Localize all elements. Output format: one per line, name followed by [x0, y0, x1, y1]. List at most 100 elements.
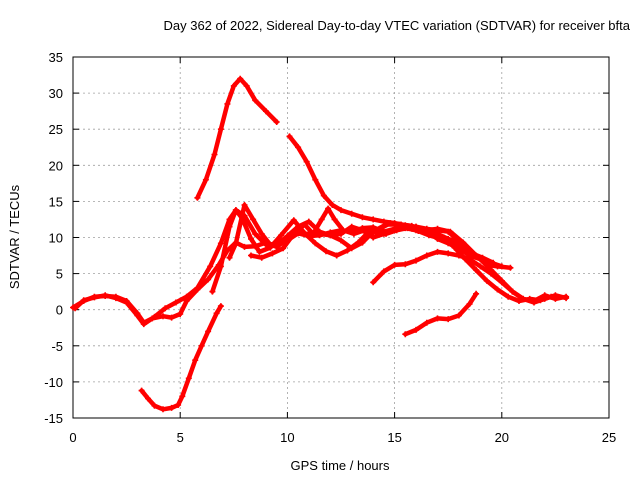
data-point	[541, 295, 548, 302]
data-point	[498, 279, 505, 286]
data-point	[477, 263, 484, 270]
x-tick-label: 20	[495, 430, 509, 445]
data-point	[243, 82, 250, 89]
data-point	[241, 243, 248, 250]
data-point	[455, 312, 462, 319]
data-point	[217, 303, 224, 310]
data-point	[172, 299, 179, 306]
series-track-6	[194, 75, 280, 201]
y-tick-labels: -15 -10 -5 0 5 10 15 20 25 30 35	[44, 50, 63, 426]
data-point	[290, 230, 297, 237]
data-point	[370, 279, 377, 286]
data-point	[338, 237, 344, 244]
x-axis-label: GPS time / hours	[291, 458, 390, 473]
data-point	[434, 227, 441, 234]
data-point	[91, 294, 98, 301]
series-line	[403, 291, 479, 337]
data-point	[134, 312, 141, 319]
data-point	[198, 342, 205, 349]
data-point	[494, 286, 501, 293]
data-point	[160, 406, 166, 413]
series-track-9	[402, 290, 480, 338]
data-point	[269, 250, 276, 257]
data-point	[267, 241, 274, 248]
series-track-10	[138, 303, 224, 413]
data-point	[434, 248, 441, 255]
data-point	[192, 357, 199, 364]
data-point	[80, 297, 87, 304]
data-point	[263, 108, 269, 115]
series-line	[139, 303, 224, 412]
y-tick-label: 10	[49, 231, 63, 246]
data-point	[333, 252, 340, 259]
data-point	[312, 240, 319, 247]
data-point	[145, 395, 151, 402]
data-point	[252, 97, 259, 104]
x-tick-label: 25	[602, 430, 616, 445]
data-point	[237, 75, 244, 82]
data-point	[185, 375, 192, 382]
data-point	[232, 240, 239, 247]
data-point	[151, 313, 158, 320]
data-point	[402, 331, 409, 338]
series-track-5	[248, 205, 497, 266]
data-point	[338, 230, 344, 237]
data-point	[224, 100, 231, 107]
data-point	[425, 232, 432, 239]
data-point	[325, 205, 332, 212]
data-point	[455, 252, 462, 259]
data-point	[455, 238, 462, 245]
data-point	[217, 263, 224, 270]
y-tick-label: 20	[49, 158, 63, 173]
data-point	[250, 216, 257, 223]
data-point	[531, 299, 537, 306]
data-point	[226, 254, 233, 261]
y-tick-label: 25	[49, 122, 63, 137]
data-point	[286, 133, 293, 140]
data-point	[413, 257, 419, 264]
data-point	[423, 319, 430, 326]
series-layer	[70, 75, 570, 413]
data-point	[290, 217, 297, 224]
data-point	[226, 223, 233, 230]
data-point	[361, 227, 368, 234]
data-point	[380, 268, 387, 275]
data-point	[552, 292, 559, 299]
y-tick-label: 30	[49, 86, 63, 101]
data-point	[312, 176, 319, 183]
data-point	[177, 311, 184, 317]
data-point	[280, 245, 287, 252]
data-point	[359, 239, 366, 246]
data-point	[350, 230, 357, 237]
data-point	[490, 259, 497, 266]
data-point	[329, 202, 336, 208]
data-point	[278, 232, 284, 239]
data-point	[436, 235, 443, 242]
y-tick-label: 5	[56, 267, 63, 282]
data-point	[273, 119, 280, 125]
data-point	[305, 218, 312, 225]
data-point	[213, 310, 220, 317]
data-point	[340, 227, 347, 234]
data-point	[175, 402, 182, 408]
data-point	[413, 326, 419, 333]
data-point	[316, 230, 323, 237]
data-point	[168, 314, 175, 321]
series-track-8	[370, 248, 570, 306]
data-point	[445, 316, 452, 323]
data-point	[123, 299, 130, 306]
data-point	[217, 126, 224, 133]
data-point	[402, 261, 409, 268]
data-point	[209, 288, 216, 295]
x-tick-label: 10	[280, 430, 294, 445]
data-point	[370, 216, 377, 223]
data-point	[505, 293, 512, 300]
data-point	[217, 240, 224, 247]
data-point	[498, 263, 505, 270]
data-point	[445, 250, 452, 257]
data-point	[202, 176, 209, 183]
series-line	[227, 202, 505, 269]
data-point	[211, 151, 218, 158]
data-point	[194, 285, 201, 291]
data-point	[447, 238, 454, 245]
